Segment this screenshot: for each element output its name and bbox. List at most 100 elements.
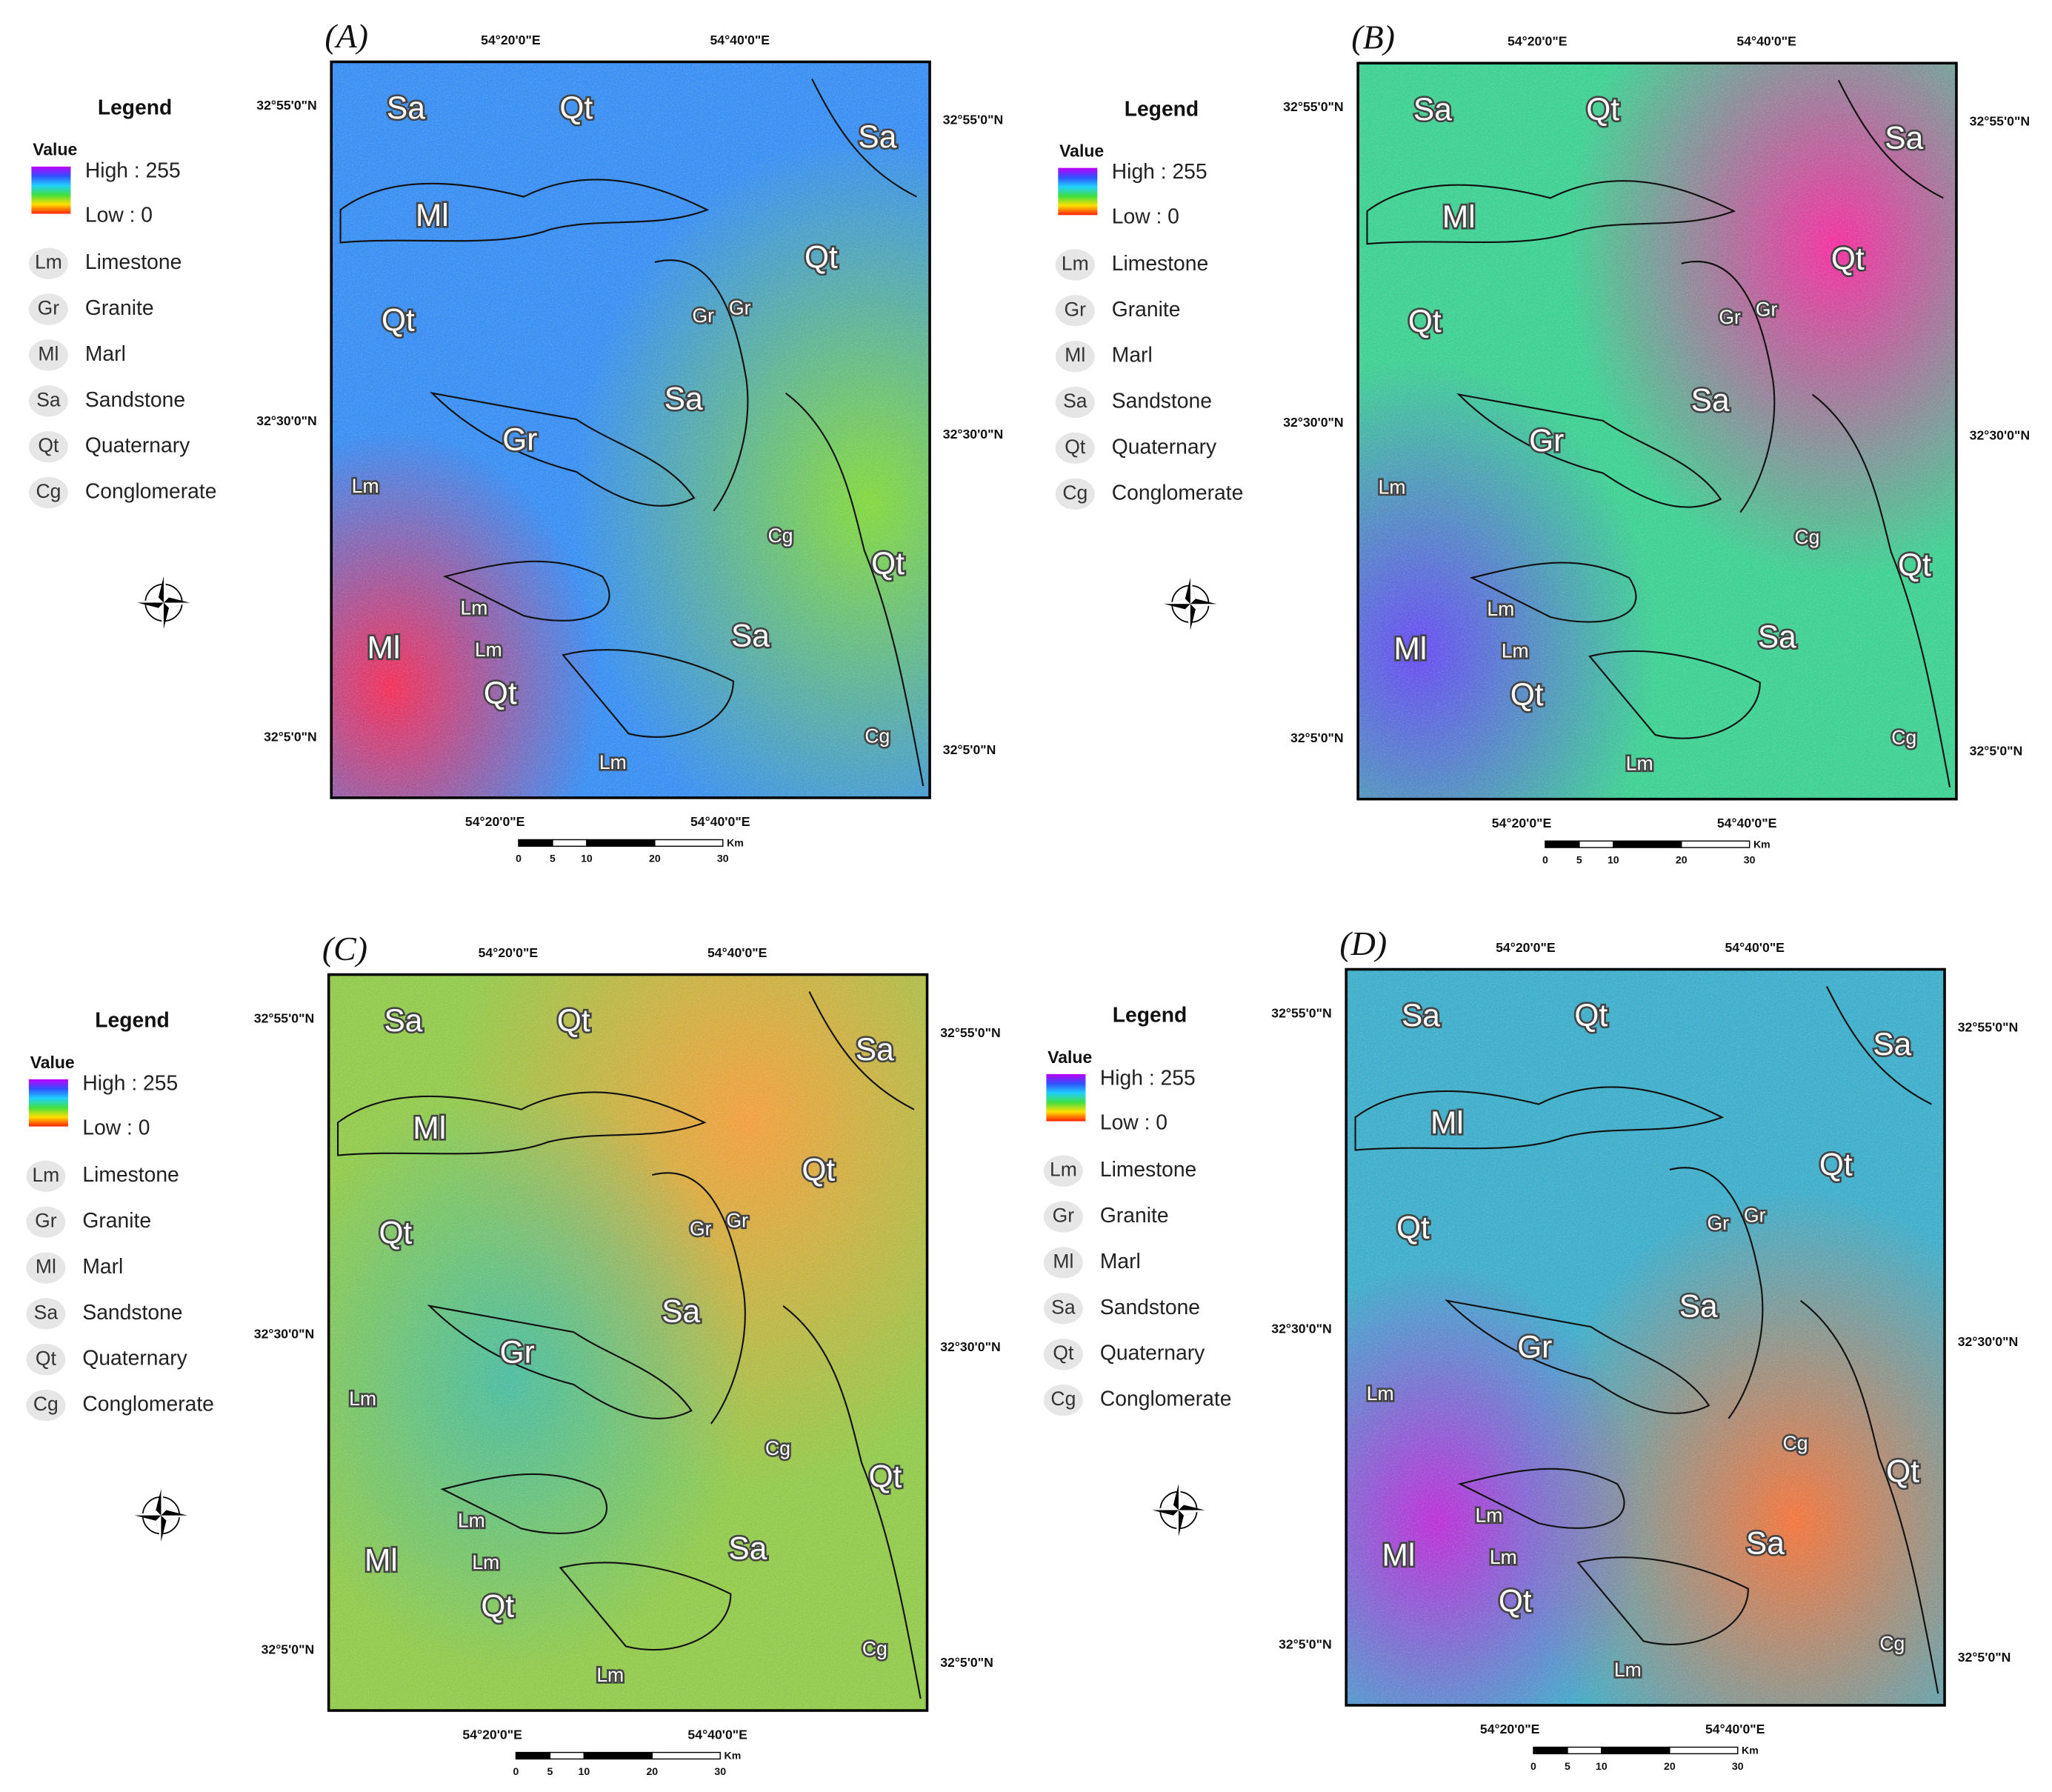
map-texture: [1346, 969, 1945, 1705]
contour: [811, 78, 917, 198]
scale-tick: 30: [1744, 854, 1756, 866]
lat-label-left: 32°30'0"N: [1283, 415, 1343, 430]
map-label: Qt: [1831, 241, 1865, 276]
lat-label-right: 32°5'0"N: [1958, 1650, 2011, 1665]
scale-segment: [583, 1751, 653, 1760]
contour: [430, 392, 696, 507]
map-label: Lm: [1614, 1659, 1642, 1681]
legend-name: Marl: [1112, 343, 1153, 367]
map-label: Ml: [413, 1110, 446, 1145]
legend-symbol: Lm: [1062, 252, 1089, 274]
lat-label-left: 32°5'0"N: [262, 1642, 315, 1656]
legend-symbol-bg: [28, 339, 68, 371]
map-label: Qt: [805, 240, 838, 275]
map-frame: [330, 60, 931, 799]
scale-segment: [1601, 1746, 1670, 1755]
map-label: Sa: [1402, 998, 1440, 1033]
map-label: Ml: [1393, 631, 1427, 666]
legend-name: Limestone: [85, 250, 181, 273]
contour: [1681, 260, 1776, 513]
contour: [562, 649, 734, 738]
map-label: Qt: [1510, 677, 1544, 712]
lat-label-right: 32°30'0"N: [943, 427, 1003, 442]
map-label: Ml: [1442, 199, 1476, 234]
map-label: Lm: [352, 475, 379, 497]
scale-segment: [518, 839, 553, 847]
legend-symbol-bg: [1055, 295, 1095, 327]
panel-label: (D): [1339, 925, 1387, 962]
map-label: Qt: [1408, 304, 1442, 339]
contour: [1837, 79, 1944, 199]
panel-label: (A): [324, 17, 368, 55]
contour: [808, 991, 915, 1110]
scale-tick: 10: [1608, 854, 1619, 866]
legend-symbol: Cg: [1050, 1388, 1076, 1410]
scale-tick: 20: [646, 1765, 658, 1777]
contour: [440, 1473, 608, 1534]
map: [327, 973, 929, 1712]
legend-symbol: Lm: [35, 251, 62, 273]
legend-symbol: Ml: [38, 342, 59, 364]
legend-symbol: Cg: [33, 1393, 59, 1415]
map-label: Ml: [1430, 1105, 1464, 1140]
contour: [1457, 1468, 1625, 1529]
legend-name: Sandstone: [1112, 389, 1212, 413]
legend-title: Legend: [98, 96, 173, 119]
lon-label-top: 54°40'0"E: [1736, 34, 1796, 49]
contour: [1456, 393, 1722, 508]
legend-name: Limestone: [1100, 1157, 1196, 1181]
legend-name: Marl: [85, 342, 126, 365]
scale-tick: 0: [516, 853, 522, 865]
legend-symbol: Sa: [1063, 390, 1087, 412]
contour: [652, 1172, 746, 1425]
contour: [1366, 180, 1736, 245]
legend-name: Limestone: [1112, 251, 1208, 275]
legend-symbol-bg: [1043, 1338, 1083, 1370]
legend-name: Quaternary: [85, 433, 190, 457]
legend-symbol-bg: [1043, 1201, 1083, 1233]
map-label: Cg: [765, 1437, 790, 1459]
lat-label-left: 32°5'0"N: [1290, 730, 1344, 745]
contour: [785, 392, 925, 787]
map-frame: [1345, 967, 1946, 1707]
map-label: Sa: [1413, 92, 1452, 127]
lon-label-bottom: 54°20'0"E: [1492, 816, 1552, 830]
scale-unit: Km: [1753, 838, 1770, 850]
compass-star-light: [1152, 1484, 1205, 1536]
scale-tick: 30: [714, 1765, 726, 1777]
lon-label-bottom: 54°40'0"E: [1717, 816, 1777, 830]
legend-name: Conglomerate: [85, 479, 217, 503]
legend-low: Low : 0: [1100, 1110, 1167, 1134]
map-label: Cg: [768, 524, 793, 547]
map-label: Qt: [1886, 1453, 1919, 1488]
lon-label-bottom: 54°40'0"E: [690, 814, 750, 829]
scale-tick: 30: [717, 853, 729, 865]
legend-name: Conglomerate: [1112, 480, 1244, 504]
map-texture: [328, 974, 927, 1711]
scale-segment: [651, 1751, 721, 1760]
scale-segment: [586, 839, 656, 847]
legend-value-title: Value: [1047, 1047, 1092, 1067]
scale-segment: [654, 839, 724, 847]
panel: (A) Sa Qt Sa Ml Qt Qt Gr Gr Sa Gr Lm Cg Qt Lm Ml Lm Sa Qt C…: [28, 17, 1003, 865]
legend-name: Granite: [1112, 297, 1181, 321]
map-label: Qt: [1396, 1210, 1430, 1245]
map-label: Cg: [1794, 526, 1819, 548]
lat-label-left: 32°5'0"N: [264, 729, 317, 744]
lon-label-bottom: 54°20'0"E: [1480, 1722, 1540, 1736]
lat-label-right: 32°30'0"N: [940, 1339, 1000, 1354]
map-label: Gr: [1719, 306, 1741, 328]
legend-low: Low : 0: [85, 203, 153, 227]
map-label: Gr: [502, 422, 537, 456]
scale-segment: [1567, 1746, 1602, 1755]
scale-tick: 10: [581, 853, 593, 865]
lon-label-bottom: 54°20'0"E: [465, 814, 525, 829]
scale-segment: [1533, 1746, 1568, 1755]
map-label: Lm: [1475, 1504, 1502, 1526]
legend-name: Granite: [1100, 1203, 1169, 1227]
map-label: Qt: [1499, 1583, 1532, 1618]
lon-label-top: 54°40'0"E: [710, 33, 770, 47]
lon-label-top: 54°40'0"E: [707, 945, 767, 960]
legend-symbol-bg: [26, 1160, 66, 1193]
